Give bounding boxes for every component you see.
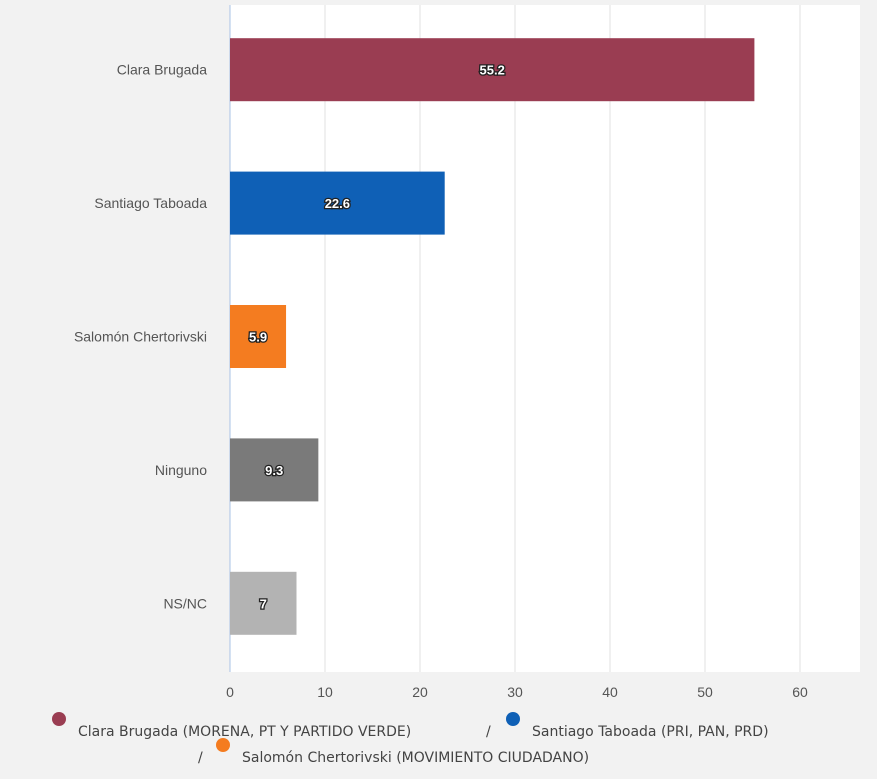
category-label-santiago-taboada: Santiago Taboada [94, 195, 207, 211]
bar-santiago-taboada [230, 171, 445, 235]
legend-label-santiago-taboada: Santiago Taboada (PRI, PAN, PRD) [532, 724, 769, 740]
bar-ninguno [230, 438, 319, 502]
data-label-salomon-chertorivski: 5.9 [249, 330, 267, 345]
plot-area [230, 5, 860, 672]
category-label-clara-brugada: Clara Brugada [117, 62, 207, 78]
legend-separator: / [486, 724, 491, 740]
legend-label-salomon-chertorivski: Salomón Chertorivski (MOVIMIENTO CIUDADA… [242, 750, 590, 766]
data-label-ninguno: 9.3 [265, 463, 283, 478]
x-tick-label-50: 50 [697, 684, 713, 700]
legend-separator: / [198, 750, 203, 766]
bar-clara-brugada [230, 38, 755, 102]
data-label-ns-nc: 7 [260, 596, 267, 611]
bar-ns-nc [230, 571, 297, 635]
legend-label-clara-brugada: Clara Brugada (MORENA, PT Y PARTIDO VERD… [78, 724, 412, 740]
data-label-clara-brugada: 55.2 [480, 63, 505, 78]
bar-salomon-chertorivski [230, 305, 287, 368]
x-tick-label-60: 60 [792, 684, 808, 700]
x-tick-label-30: 30 [507, 684, 523, 700]
x-tick-label-10: 10 [317, 684, 333, 700]
legend-marker-salomon-chertorivski [216, 738, 230, 752]
category-label-salomon-chertorivski: Salomón Chertorivski [74, 329, 207, 345]
x-tick-label-20: 20 [412, 684, 428, 700]
x-tick-label-40: 40 [602, 684, 618, 700]
category-label-ns-nc: NS/NC [163, 595, 207, 611]
x-tick-label-0: 0 [226, 684, 234, 700]
data-label-santiago-taboada: 22.6 [325, 196, 350, 211]
legend-marker-santiago-taboada [506, 712, 520, 726]
legend-marker-clara-brugada [52, 712, 66, 726]
category-label-ninguno: Ninguno [155, 462, 207, 478]
